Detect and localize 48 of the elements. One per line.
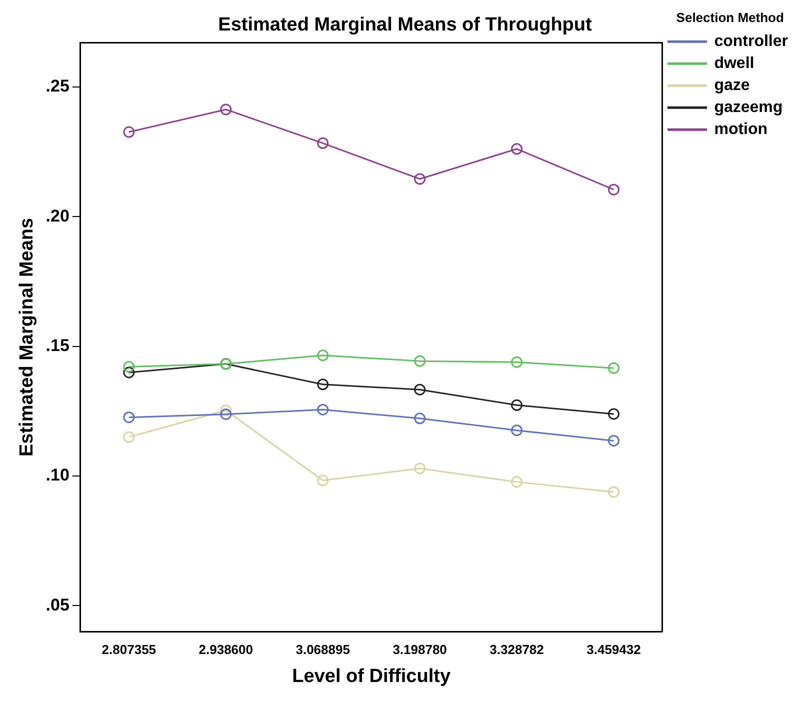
y-tick-label: .10 [46, 466, 70, 485]
y-tick-label: .20 [46, 206, 70, 226]
x-tick-label: 3.068895 [296, 642, 350, 657]
chart-title: Estimated Marginal Means of Throughput [218, 14, 593, 36]
x-tick-label: 3.328782 [490, 642, 544, 657]
point [608, 184, 620, 196]
point [123, 361, 135, 373]
point [414, 384, 426, 396]
point [123, 431, 135, 443]
point [220, 104, 232, 116]
legend-label: dwell [714, 55, 754, 72]
y-tick-label: .05 [46, 595, 70, 614]
legend-label: motion [714, 121, 768, 138]
point [123, 126, 135, 138]
legend-label: controller [714, 33, 788, 50]
point [317, 474, 329, 486]
legend-label: gazeemg [714, 99, 783, 116]
point [414, 412, 426, 424]
legend-title: Selection Method [676, 10, 784, 26]
y-tick-label: .25 [46, 76, 70, 96]
x-tick-label: 3.198780 [392, 642, 447, 657]
point [511, 399, 523, 411]
legend-label: gaze [714, 77, 750, 94]
x-axis-title: Level of Difficulty [292, 666, 451, 687]
y-tick-label: .15 [46, 336, 70, 355]
point [123, 412, 135, 424]
point [317, 404, 329, 416]
x-tick-label: 3.459432 [586, 642, 641, 657]
point [511, 424, 523, 436]
point [317, 378, 329, 390]
point [608, 434, 620, 446]
point [608, 362, 620, 374]
point [511, 476, 523, 488]
point [414, 462, 426, 474]
point [317, 137, 329, 149]
x-tick-label: 2.807355 [102, 642, 156, 657]
y-axis-title: Estimated Marginal Means [16, 218, 38, 457]
point [317, 350, 329, 362]
point [414, 355, 426, 367]
point [414, 173, 426, 185]
point [608, 486, 620, 498]
point [511, 143, 523, 155]
point [608, 408, 620, 420]
x-tick-label: 2.938600 [198, 642, 253, 657]
point [220, 404, 232, 416]
point [220, 408, 232, 420]
point [123, 366, 135, 378]
point [511, 356, 523, 368]
